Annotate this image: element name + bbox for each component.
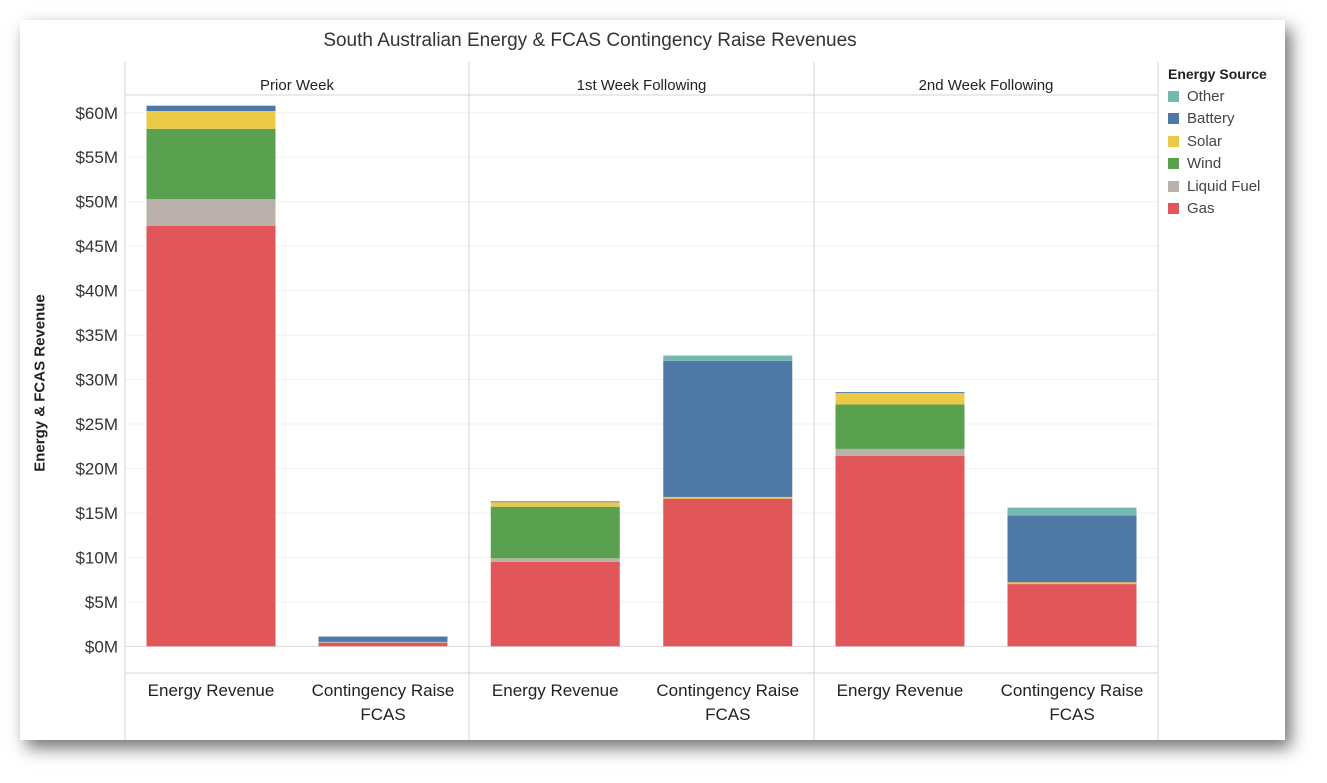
y-tick-label: $15M bbox=[75, 504, 118, 523]
bar-segment-gas bbox=[663, 498, 793, 647]
y-tick-label: $25M bbox=[75, 415, 118, 434]
legend-item-solar: Solar bbox=[1168, 130, 1267, 153]
bar-segment-battery bbox=[663, 360, 793, 497]
y-tick-label: $45M bbox=[75, 237, 118, 256]
y-tick-label: $55M bbox=[75, 148, 118, 167]
bar-segment-other bbox=[1007, 507, 1137, 516]
bar-segment-solar bbox=[146, 111, 276, 129]
legend-item-battery: Battery bbox=[1168, 108, 1267, 131]
bar-segment-other bbox=[663, 355, 793, 361]
bar-segment-wind bbox=[835, 404, 965, 449]
bar-segment-liquid-fuel bbox=[490, 558, 620, 562]
y-tick-label: $5M bbox=[85, 593, 118, 612]
legend-swatch bbox=[1168, 180, 1179, 192]
legend-swatch bbox=[1168, 90, 1179, 102]
bar-segment-gas bbox=[146, 225, 276, 647]
bar-segment-gas bbox=[490, 561, 620, 647]
category-label: Energy Revenue bbox=[148, 681, 275, 700]
bar-segment-solar bbox=[663, 496, 793, 499]
bar-segment-battery bbox=[318, 636, 448, 642]
legend-label: Wind bbox=[1187, 155, 1222, 173]
category-label: Energy Revenue bbox=[837, 681, 964, 700]
legend-title: Energy Source bbox=[1168, 66, 1267, 82]
category-label: Contingency Raise bbox=[656, 681, 799, 700]
bar-segment-solar bbox=[1007, 582, 1137, 585]
y-tick-label: $50M bbox=[75, 193, 118, 212]
y-tick-label: $0M bbox=[85, 637, 118, 656]
chart-title: South Australian Energy & FCAS Contingen… bbox=[323, 30, 857, 51]
bar-segment-liquid-fuel bbox=[835, 448, 965, 457]
legend-swatch bbox=[1168, 135, 1179, 147]
category-label: Energy Revenue bbox=[492, 681, 619, 700]
legend-label: Gas bbox=[1187, 200, 1215, 218]
bar-segment-battery bbox=[835, 392, 965, 393]
legend-item-liquid-fuel: Liquid Fuel bbox=[1168, 175, 1267, 198]
panel-header: Prior Week bbox=[260, 77, 334, 94]
category-label: Contingency Raise bbox=[312, 681, 455, 700]
y-tick-label: $20M bbox=[75, 459, 118, 478]
bar-segment-gas bbox=[1007, 584, 1137, 647]
bar-segment-wind bbox=[490, 506, 620, 559]
legend-item-other: Other bbox=[1168, 85, 1267, 108]
legend-swatch bbox=[1168, 158, 1179, 170]
legend-label: Solar bbox=[1187, 132, 1223, 150]
bar-segment-wind bbox=[146, 128, 276, 200]
category-label: Contingency Raise bbox=[1001, 681, 1144, 700]
bar-segment-liquid-fuel bbox=[318, 641, 448, 643]
legend-items: Other Battery Solar Wind Liquid Fuel Gas bbox=[1168, 85, 1267, 220]
legend-item-wind: Wind bbox=[1168, 153, 1267, 176]
category-label: FCAS bbox=[360, 705, 405, 724]
legend-item-gas: Gas bbox=[1168, 198, 1267, 221]
panel-header: 1st Week Following bbox=[577, 77, 707, 94]
legend-swatch bbox=[1168, 203, 1179, 215]
y-tick-label: $60M bbox=[75, 104, 118, 123]
category-label: FCAS bbox=[1049, 705, 1094, 724]
panel-header: 2nd Week Following bbox=[919, 77, 1054, 94]
bar-segment-battery bbox=[1007, 515, 1137, 583]
y-tick-label: $10M bbox=[75, 548, 118, 567]
legend-label: Liquid Fuel bbox=[1187, 177, 1261, 195]
bar-segment-solar bbox=[490, 502, 620, 507]
category-label: FCAS bbox=[705, 705, 750, 724]
bar-segment-solar bbox=[835, 392, 965, 405]
legend-label: Other bbox=[1187, 87, 1225, 105]
y-tick-label: $40M bbox=[75, 282, 118, 301]
bar-segment-gas bbox=[318, 642, 448, 647]
y-tick-label: $30M bbox=[75, 371, 118, 390]
legend-label: Battery bbox=[1187, 110, 1235, 128]
y-tick-label: $35M bbox=[75, 326, 118, 345]
bar-segment-gas bbox=[835, 456, 965, 647]
legend: Energy Source Other Battery Solar Wind Liqui… bbox=[1168, 66, 1267, 220]
bar-segment-battery bbox=[146, 105, 276, 112]
legend-swatch bbox=[1168, 113, 1179, 125]
bar-segment-liquid-fuel bbox=[146, 199, 276, 226]
bar-segment-battery bbox=[490, 501, 620, 503]
